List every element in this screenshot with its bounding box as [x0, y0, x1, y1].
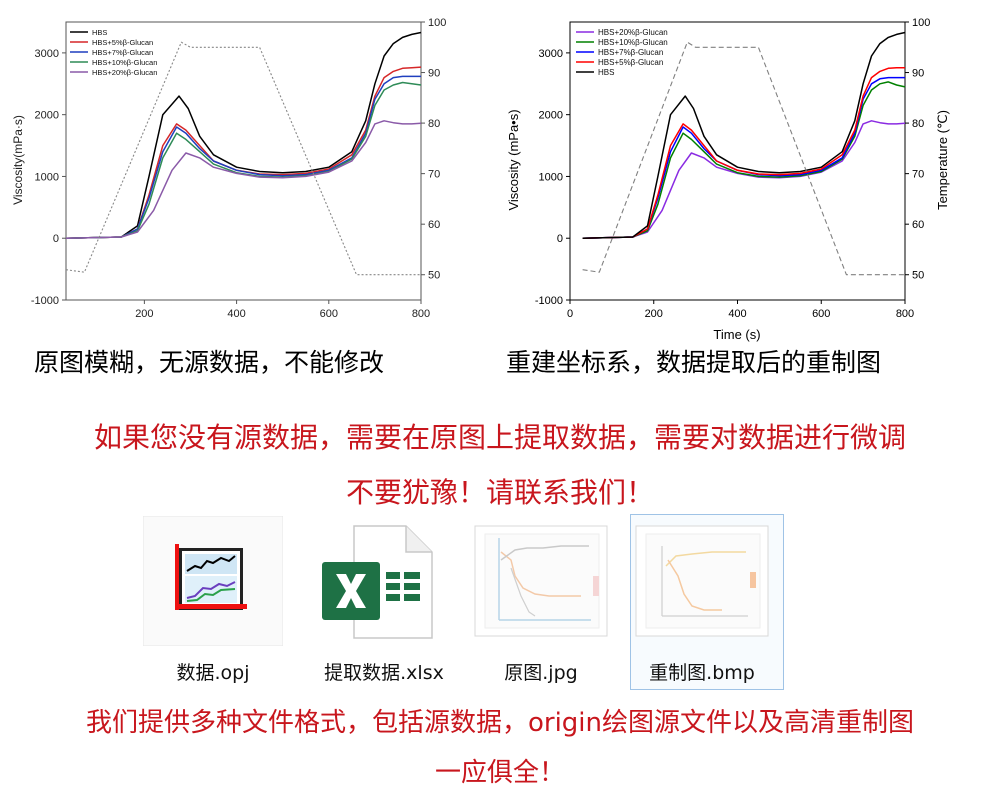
x-tick-label: 600 [812, 308, 830, 320]
temperature-line [582, 41, 905, 276]
y2-tick-label: 60 [912, 219, 924, 231]
y2-tick-label: 50 [428, 270, 440, 282]
reconstructed-chart: 0 200 400 600 800 -1000 0 1000 2000 3000 50 60 70 80 9… [506, 17, 950, 342]
series-line [65, 31, 422, 239]
original-chart: 200 400 600 800 -1000 0 1000 2000 3000 50 60 70 80 90… [11, 17, 447, 320]
legend-entry: HBS [92, 28, 107, 37]
promo-line-1: 如果您没有源数据，需要在原图上提取数据，需要对数据进行微调 [93, 421, 906, 454]
series-line [582, 66, 905, 239]
series-line [65, 120, 422, 239]
series-line [582, 31, 906, 239]
y-tick-label: 1000 [539, 171, 563, 183]
origin-project-icon [143, 516, 283, 646]
reconstructed-chart-xlabel: Time (s) [713, 327, 760, 342]
legend-entry: HBS [598, 68, 614, 77]
y2-tick-label: 90 [912, 68, 924, 80]
legend-entry: HBS+10%β-Glucan [92, 58, 157, 67]
y2-tick-label: 90 [428, 68, 440, 80]
legend-entry: HBS+5%β-Glucan [92, 38, 153, 47]
footer-line-2: 一应俱全！ [434, 758, 565, 788]
legend-entry: HBS+5%β-Glucan [598, 58, 663, 67]
legend-entry: HBS+10%β-Glucan [598, 38, 668, 47]
legend-entry: HBS+20%β-Glucan [598, 28, 668, 37]
legend-entry: HBS+7%β-Glucan [92, 48, 153, 57]
plot-frame [65, 21, 422, 301]
y-tick-label: 2000 [35, 110, 59, 122]
file-jpg[interactable]: 原图.jpg [471, 516, 611, 690]
reconstructed-chart-series [582, 31, 906, 276]
image-thumbnail [635, 525, 769, 637]
y-tick-label: 0 [53, 233, 59, 245]
y-tick-label: 3000 [35, 48, 59, 60]
y-tick-label: 1000 [35, 171, 59, 183]
file-opj[interactable]: 数据.opj [143, 516, 283, 690]
series-line [582, 120, 906, 239]
reconstructed-chart-caption: 重建坐标系，数据提取后的重制图 [506, 348, 882, 377]
legend-entry: HBS+7%β-Glucan [598, 48, 663, 57]
reconstructed-chart-y2label: Temperature (℃) [935, 110, 950, 210]
y2-tick-label: 100 [912, 17, 930, 29]
x-tick-label: 200 [135, 308, 153, 320]
y2-tick-label: 80 [912, 118, 924, 130]
promo-line-2: 不要犹豫！请联系我们！ [345, 476, 654, 509]
y2-tick-label: 50 [912, 270, 924, 282]
reconstructed-chart-legend: HBS+20%β-GlucanHBS+10%β-GlucanHBS+7%β-Gl… [576, 28, 668, 77]
y-tick-label: -1000 [535, 295, 563, 307]
series-line [65, 81, 422, 239]
x-tick-label: 400 [227, 308, 245, 320]
original-chart-ylabel: Viscosity(mPa·s) [11, 115, 25, 205]
file-opj-name: 数据.opj [176, 662, 250, 684]
temperature-line [65, 41, 421, 276]
legend-entry: HBS+20%β-Glucan [92, 68, 157, 77]
original-chart-axes: 200 400 600 800 -1000 0 1000 2000 3000 50 60 70 80 90… [31, 17, 447, 320]
footer-line-1: 我们提供多种文件格式，包括源数据，origin绘图源文件以及高清重制图 [85, 708, 915, 738]
original-chart-legend: HBSHBS+5%β-GlucanHBS+7%β-GlucanHBS+10%β-… [70, 28, 157, 77]
y2-tick-label: 80 [428, 118, 440, 130]
series-line [582, 76, 905, 239]
y-tick-label: -1000 [31, 295, 59, 307]
x-tick-label: 600 [320, 308, 338, 320]
y2-tick-label: 70 [912, 169, 924, 181]
x-tick-label: 800 [896, 308, 914, 320]
y-tick-label: 2000 [539, 110, 563, 122]
series-line [65, 66, 422, 239]
original-chart-series [65, 31, 422, 276]
series-line [582, 81, 906, 239]
x-tick-label: 0 [567, 308, 573, 320]
reconstructed-chart-axes: 0 200 400 600 800 -1000 0 1000 2000 3000 50 60 70 80 9… [535, 17, 931, 320]
y-tick-label: 0 [557, 233, 563, 245]
file-bmp-name: 重制图.bmp [649, 662, 755, 684]
reconstructed-chart-ylabel: Viscosity (mPa•s) [506, 109, 521, 210]
y2-tick-label: 100 [428, 17, 446, 29]
x-tick-label: 400 [728, 308, 746, 320]
file-xlsx[interactable]: 提取数据.xlsx [314, 516, 454, 690]
series-line [65, 75, 421, 239]
original-chart-caption: 原图模糊，无源数据，不能修改 [34, 348, 385, 377]
y2-tick-label: 70 [428, 169, 440, 181]
y-tick-label: 3000 [539, 48, 563, 60]
excel-icon [322, 525, 433, 639]
y2-tick-label: 60 [428, 219, 440, 231]
file-jpg-name: 原图.jpg [504, 662, 578, 684]
file-bmp[interactable]: 重制图.bmp [630, 514, 784, 690]
image-thumbnail [474, 525, 608, 637]
file-xlsx-name: 提取数据.xlsx [324, 662, 444, 684]
x-tick-label: 200 [645, 308, 663, 320]
x-tick-label: 800 [412, 308, 430, 320]
